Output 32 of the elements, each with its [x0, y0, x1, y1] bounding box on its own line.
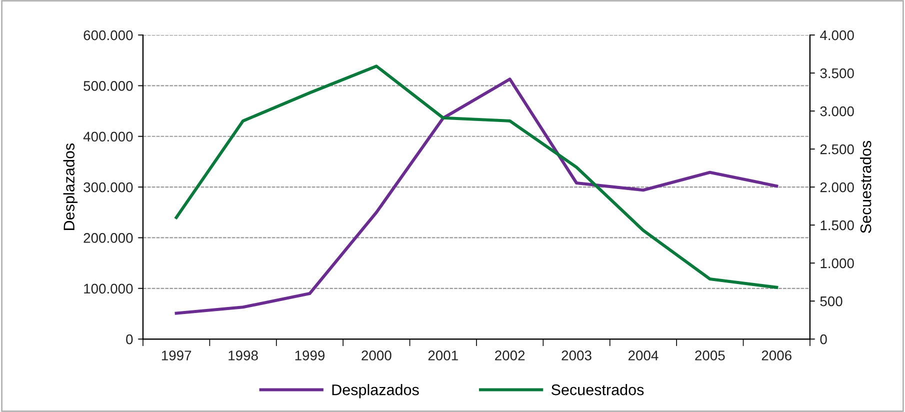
x-tick-label: 1999 [295, 350, 325, 360]
legend-label: Secuestrados [551, 384, 644, 396]
x-tick-label: 2006 [762, 350, 792, 360]
y-tick-label: 200.000 [84, 233, 133, 243]
y2-tick-label: 1.000 [820, 258, 854, 268]
legend-label: Desplazados [332, 384, 419, 398]
x-tick-label: 2000 [362, 350, 392, 360]
y-tick-label: 0 [126, 334, 133, 344]
y2-tick-label: 0 [820, 334, 827, 344]
line-series [174, 78, 778, 315]
y2-tick-label: 3.000 [820, 106, 854, 116]
y2-tick-label: 500 [820, 296, 842, 306]
y-tick-label: 400.000 [83, 132, 133, 142]
x-tick-label: 2001 [428, 350, 458, 360]
x-tick-label: 2002 [495, 350, 525, 360]
x-tick-label: 2004 [628, 350, 658, 360]
y2-tick-label: 3.500 [820, 68, 854, 78]
x-tick-label: 2005 [695, 350, 725, 360]
y2-axis-title: Secuestrados [860, 140, 872, 234]
y-tick-label: 600.000 [84, 30, 133, 40]
y2-tick-label: 2.000 [820, 182, 854, 192]
y2-tick-label: 1.500 [820, 220, 854, 230]
x-tick-label: 1997 [162, 350, 192, 360]
x-tick-label: 2003 [562, 350, 592, 360]
y2-tick-label: 4.000 [820, 30, 854, 40]
x-tick-label: 1998 [228, 350, 258, 360]
y2-tick-label: 2.500 [820, 144, 854, 154]
y-tick-label: 300.000 [84, 182, 133, 192]
line-series [174, 64, 778, 289]
y-axis-title: Desplazados [63, 143, 78, 230]
y-tick-label: 100.000 [84, 284, 133, 294]
y-tick-label: 500.000 [84, 81, 133, 91]
